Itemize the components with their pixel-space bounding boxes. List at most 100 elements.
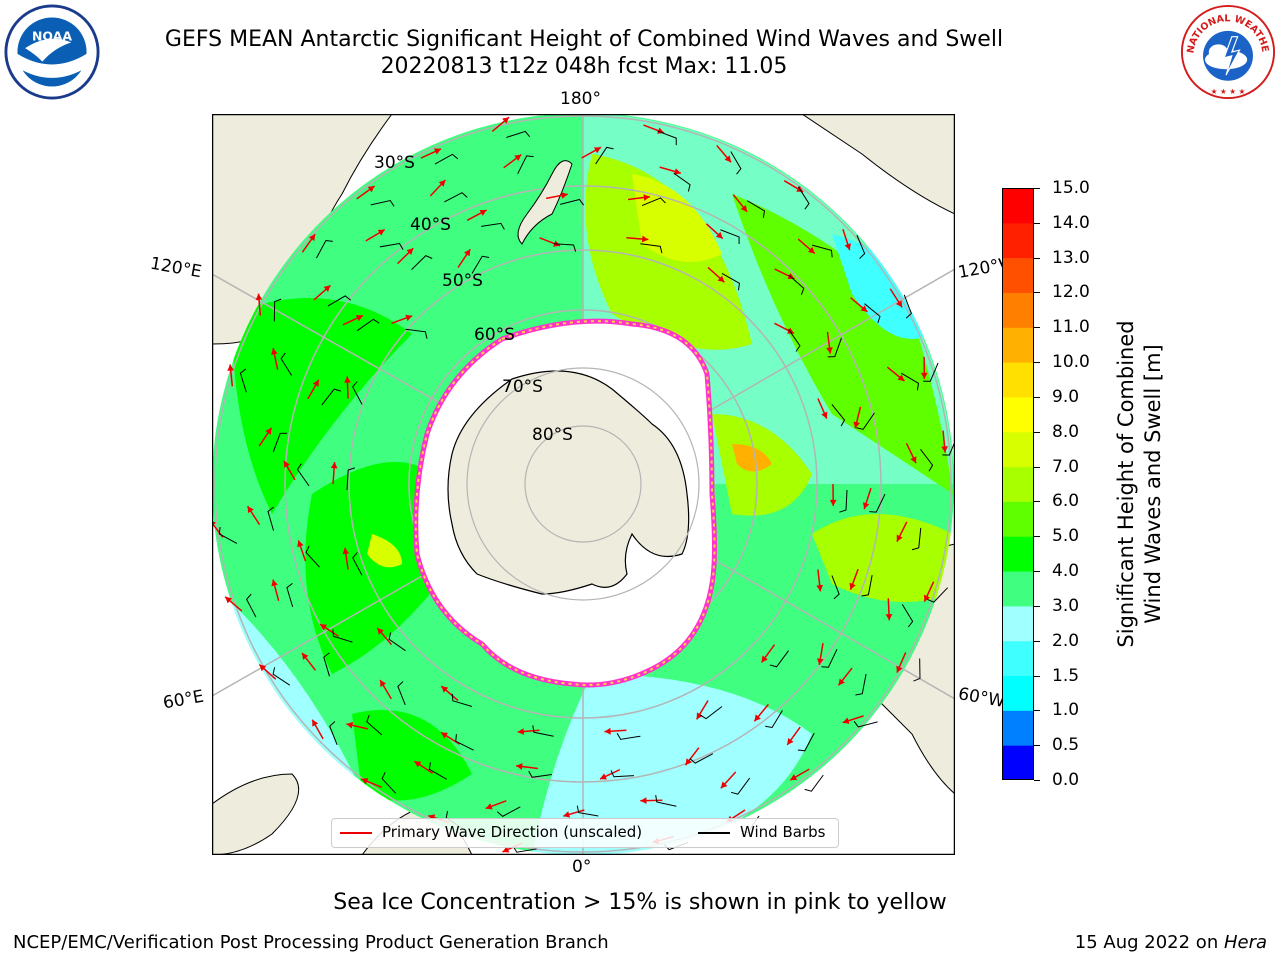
wave-arrow-head: [604, 727, 611, 735]
wind-barb: [797, 732, 815, 752]
wave-arrow-head: [790, 774, 798, 781]
wave-arrow-head: [259, 664, 267, 672]
wave-arrow-head: [433, 148, 441, 155]
wave-arrow-head: [312, 379, 319, 387]
footer-host: Hera: [1223, 932, 1267, 953]
colorbar: [1002, 188, 1034, 780]
wind-barb: [856, 234, 866, 259]
colorbar-tick-label: 0.0: [1052, 770, 1080, 790]
wind-barb: [839, 489, 848, 513]
wind-barb: [471, 255, 490, 274]
colorbar-tick-mark: [1034, 327, 1040, 329]
wave-arrow-head: [641, 235, 649, 243]
wave-arrow-head: [355, 315, 363, 322]
colorbar-tick-label: 1.0: [1052, 700, 1080, 721]
wind-barb: [913, 658, 921, 682]
wind-barb: [356, 318, 380, 332]
wave-arrow-head: [563, 811, 571, 818]
colorbar-tick-mark: [1034, 396, 1040, 398]
colorbar-tick-mark: [1034, 605, 1040, 607]
wind-barb: [332, 629, 353, 643]
wind-barb: [901, 604, 914, 628]
noaa-logo: NOAA: [4, 4, 100, 100]
wind-barb: [616, 733, 641, 740]
wave-arrow-head: [271, 579, 278, 587]
wave-arrow-head: [885, 614, 893, 621]
wind-barb: [497, 806, 521, 817]
svg-text:★ ★ ★ ★: ★ ★ ★ ★: [1211, 87, 1246, 96]
colorbar-tick-label: 6.0: [1052, 491, 1080, 512]
wind-barb: [797, 186, 810, 210]
map-legend: Primary Wave Direction (unscaled) Wind B…: [331, 818, 839, 848]
wind-barb: [352, 381, 363, 405]
wind-barb: [788, 329, 801, 352]
wind-barb: [327, 295, 352, 307]
wind-barb: [595, 146, 614, 165]
colorbar-tick-label: 7.0: [1052, 456, 1080, 477]
colorbar-tick-label: 12.0: [1052, 282, 1090, 303]
wind-barb: [273, 298, 282, 322]
colorbar-tick-mark: [1034, 257, 1040, 259]
wind-barb: [397, 681, 406, 706]
antarctica-land: [447, 370, 690, 595]
wave-arrow-head: [853, 421, 860, 429]
wave-arrow-head: [367, 186, 375, 193]
wave-arrow-head: [896, 665, 903, 673]
sea-ice-note: Sea Ice Concentration > 15% is shown in …: [333, 890, 947, 915]
wind-barb: [451, 693, 473, 707]
wave-arrow-head: [842, 717, 850, 724]
colorbar-tick-label: 4.0: [1052, 561, 1080, 582]
wind-barb: [411, 255, 433, 271]
wind-barb: [239, 368, 247, 393]
wind-barb: [903, 294, 912, 319]
colorbar-tick-mark: [1034, 571, 1040, 573]
wave-arrow-head: [406, 248, 414, 255]
wave-arrow-head: [640, 797, 647, 804]
wind-barb: [856, 412, 875, 430]
wind-barb: [272, 432, 288, 453]
colorbar-tick-mark: [1034, 675, 1040, 677]
wave-arrow-head: [685, 758, 692, 766]
wind-barb: [831, 404, 846, 427]
colorbar-tick-label: 2.0: [1052, 630, 1080, 651]
legend-wind-barbs: Wind Barbs: [740, 823, 826, 841]
wave-arrow-head: [920, 372, 928, 379]
wind-barb: [821, 648, 838, 668]
wind-barb: [560, 198, 584, 206]
colorbar-tick-label: 8.0: [1052, 421, 1080, 442]
wave-arrow-head: [308, 234, 316, 242]
wind-barb: [721, 273, 740, 291]
wind-barb: [827, 337, 842, 358]
colorbar-tick-label: 0.5: [1052, 735, 1080, 756]
wind-barb: [323, 652, 330, 677]
wind-barb: [747, 200, 766, 218]
lat-label-50s: 50°S: [442, 271, 483, 291]
wind-barbs: [218, 130, 955, 853]
wind-barb: [673, 172, 691, 192]
wind-barb: [280, 352, 293, 376]
colorbar-label-line2: Wind Waves and Swell [m]: [1141, 344, 1165, 624]
colorbar-segment: [1002, 292, 1034, 328]
lat-label-80s: 80°S: [532, 425, 573, 445]
wind-barb: [853, 721, 878, 728]
colorbar-tick-label: 11.0: [1052, 317, 1090, 338]
wave-arrow-head: [816, 584, 824, 592]
wind-barb: [286, 583, 294, 608]
wind-barb: [246, 593, 257, 618]
noaa-logo-text: NOAA: [32, 28, 72, 43]
wind-barb: [730, 151, 742, 175]
wind-barb: [730, 777, 751, 795]
colorbar-tick-mark: [1034, 780, 1040, 781]
wave-arrow-head: [599, 773, 607, 780]
wind-barb: [864, 303, 881, 324]
wind-barb: [346, 467, 356, 491]
wind-barb: [901, 372, 920, 391]
wind-barb: [305, 545, 320, 568]
wave-arrow-head: [330, 462, 338, 469]
wind-barb: [428, 762, 447, 780]
wind-barb: [267, 506, 275, 531]
chart-subtitle: 20220813 t12z 048h fcst Max: 11.05: [380, 54, 788, 79]
colorbar-tick-mark: [1034, 536, 1040, 538]
lon-label-60e: 60°E: [161, 686, 206, 714]
colorbar-segment: [1002, 222, 1034, 259]
